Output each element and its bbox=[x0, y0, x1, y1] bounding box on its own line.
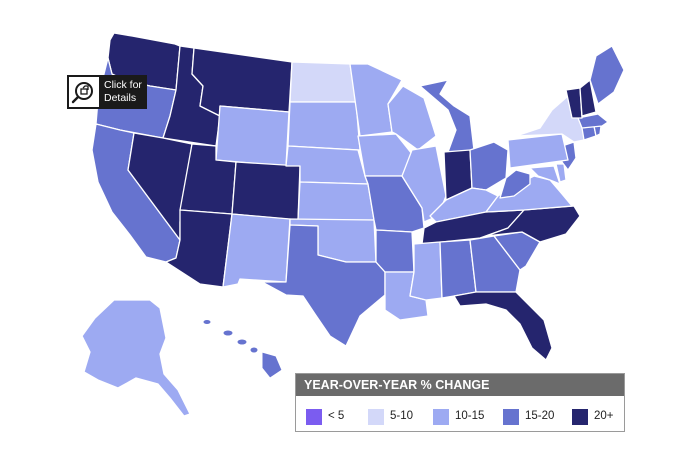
legend-swatch bbox=[433, 409, 449, 425]
legend-swatch bbox=[503, 409, 519, 425]
state-nc[interactable] bbox=[485, 205, 581, 243]
state-ms[interactable] bbox=[409, 241, 443, 301]
state-pa[interactable] bbox=[507, 133, 569, 169]
state-wy[interactable] bbox=[215, 105, 290, 167]
legend-label: < 5 bbox=[328, 410, 345, 422]
state-ga[interactable] bbox=[469, 235, 521, 293]
legend-swatch bbox=[306, 409, 322, 425]
states-layer bbox=[81, 32, 625, 417]
state-me[interactable] bbox=[589, 45, 625, 105]
state-tx[interactable] bbox=[261, 224, 386, 347]
legend-label: 15-20 bbox=[525, 410, 555, 422]
state-mt[interactable] bbox=[191, 47, 293, 117]
state-ar[interactable] bbox=[375, 229, 415, 273]
state-md[interactable] bbox=[529, 165, 561, 185]
legend-label: 5-10 bbox=[390, 410, 414, 422]
state-il[interactable] bbox=[401, 145, 447, 223]
state-mi[interactable] bbox=[419, 79, 475, 153]
click-for-details-tooltip[interactable]: Click for Details bbox=[67, 75, 147, 109]
state-wv[interactable] bbox=[499, 169, 531, 199]
state-de[interactable] bbox=[555, 163, 567, 183]
legend-label: 10-15 bbox=[455, 410, 485, 422]
state-hi[interactable] bbox=[202, 319, 283, 379]
legend-label: 20+ bbox=[594, 410, 614, 422]
state-nm[interactable] bbox=[222, 213, 291, 288]
state-ri[interactable] bbox=[593, 125, 602, 137]
legend-title: YEAR-OVER-YEAR % CHANGE bbox=[296, 374, 624, 396]
state-ak[interactable] bbox=[81, 299, 191, 417]
state-co[interactable] bbox=[231, 161, 301, 221]
tooltip-label: Click for Details bbox=[104, 79, 142, 104]
state-nh[interactable] bbox=[579, 79, 597, 117]
state-nd[interactable] bbox=[289, 61, 357, 103]
legend-swatch bbox=[572, 409, 588, 425]
legend: YEAR-OVER-YEAR % CHANGE < 5 5-10 10-15 1… bbox=[295, 373, 625, 432]
state-wi[interactable] bbox=[387, 85, 437, 151]
legend-swatch bbox=[368, 409, 384, 425]
state-vt[interactable] bbox=[565, 87, 583, 119]
state-ma[interactable] bbox=[577, 113, 609, 129]
state-fl[interactable] bbox=[453, 291, 553, 361]
magnifier-icon bbox=[68, 76, 100, 108]
state-sd[interactable] bbox=[287, 101, 361, 151]
state-ks[interactable] bbox=[297, 181, 375, 221]
state-oh[interactable] bbox=[469, 141, 509, 191]
